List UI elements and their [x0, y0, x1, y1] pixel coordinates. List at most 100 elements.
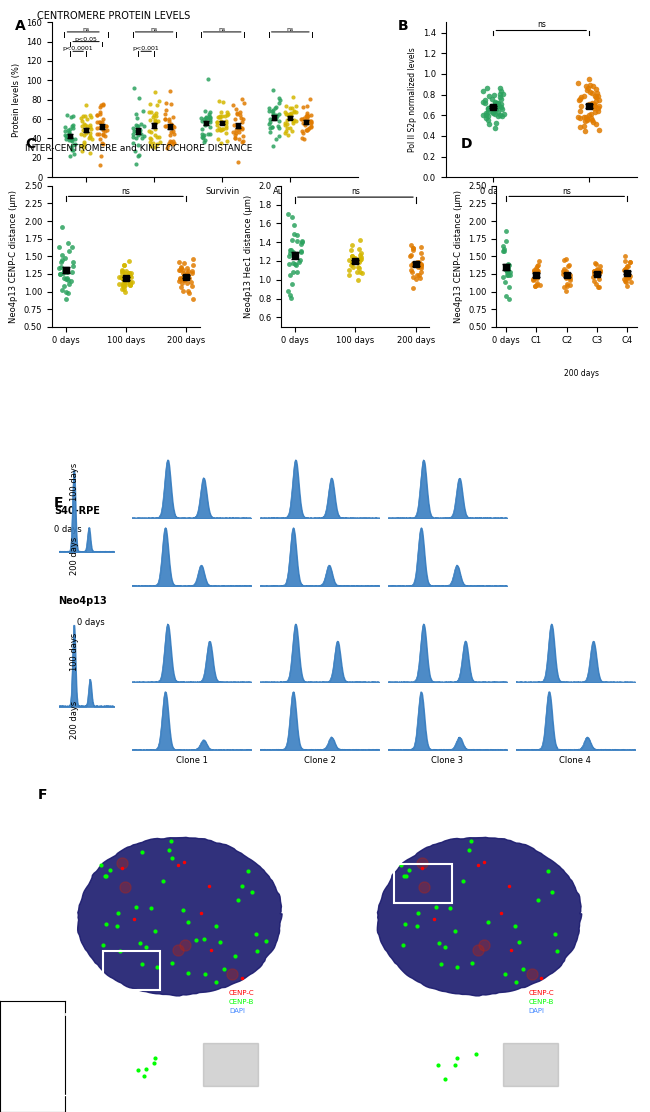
- Point: [495, 86, 505, 103]
- Point: [356, 264, 366, 281]
- Point: [296, 236, 306, 254]
- Point: [204, 109, 214, 127]
- Point: [500, 257, 510, 275]
- Point: [237, 119, 247, 137]
- Point: [560, 269, 571, 287]
- Point: [496, 81, 506, 99]
- Point: [578, 117, 589, 135]
- Point: [285, 99, 296, 117]
- Point: [221, 113, 231, 131]
- Point: [92, 119, 102, 137]
- Point: [264, 116, 274, 133]
- Point: [186, 274, 196, 291]
- Point: [344, 251, 354, 269]
- Point: [306, 117, 316, 135]
- Text: CENTROMERE PROTEIN LEVELS: CENTROMERE PROTEIN LEVELS: [36, 11, 190, 21]
- Point: [61, 130, 72, 148]
- Point: [68, 141, 78, 159]
- Point: [591, 255, 601, 272]
- Point: [164, 133, 175, 151]
- Point: [565, 271, 575, 289]
- Point: [238, 110, 248, 128]
- Point: [131, 105, 141, 122]
- Point: [64, 123, 75, 141]
- Point: [183, 282, 193, 300]
- Point: [298, 123, 308, 141]
- Point: [562, 276, 573, 294]
- Point: [84, 116, 95, 133]
- Point: [294, 254, 304, 271]
- Point: [356, 250, 367, 268]
- Point: [593, 278, 603, 296]
- Point: [575, 118, 585, 136]
- Point: [153, 128, 164, 146]
- Point: [496, 90, 506, 108]
- Point: [95, 119, 105, 137]
- Point: [302, 110, 313, 128]
- Point: [215, 108, 226, 126]
- Point: [481, 105, 491, 122]
- Point: [98, 96, 109, 113]
- Point: [267, 118, 278, 136]
- Point: [66, 131, 77, 149]
- Point: [595, 257, 606, 275]
- Point: [169, 133, 179, 151]
- Point: [145, 133, 155, 151]
- Point: [500, 232, 511, 250]
- Point: [532, 262, 542, 280]
- Point: [271, 106, 281, 123]
- Point: [68, 257, 78, 275]
- Point: [502, 260, 513, 278]
- Point: [583, 79, 593, 97]
- Point: [301, 121, 311, 139]
- Point: [63, 284, 73, 301]
- Point: [289, 102, 299, 120]
- Point: [117, 260, 127, 278]
- Point: [268, 103, 278, 121]
- Point: [265, 110, 276, 128]
- Point: [205, 102, 216, 120]
- Y-axis label: Protein levels (%): Protein levels (%): [12, 62, 21, 137]
- Point: [205, 118, 216, 136]
- Point: [124, 264, 135, 281]
- Point: [267, 118, 278, 136]
- Point: [302, 97, 312, 115]
- Point: [222, 106, 232, 123]
- Text: 0 days: 0 days: [77, 618, 105, 627]
- Point: [270, 99, 281, 117]
- Text: Neo4p13 100 days: Neo4p13 100 days: [64, 812, 157, 821]
- Point: [234, 123, 244, 141]
- Point: [296, 122, 307, 140]
- Point: [124, 252, 134, 270]
- Text: 83 chromosomes: 83 chromosomes: [209, 812, 274, 821]
- Point: [199, 110, 209, 128]
- Point: [285, 119, 295, 137]
- Point: [579, 108, 590, 126]
- Point: [79, 133, 89, 151]
- Point: [533, 262, 543, 280]
- Point: [179, 271, 189, 289]
- Point: [265, 123, 275, 141]
- Point: [125, 266, 135, 284]
- Text: CENP-C: CENP-C: [229, 991, 255, 996]
- Point: [176, 259, 187, 277]
- Point: [534, 252, 544, 270]
- Point: [220, 108, 230, 126]
- Point: [488, 105, 499, 122]
- Point: [415, 256, 425, 274]
- Point: [238, 131, 248, 149]
- Point: [575, 90, 586, 108]
- Point: [151, 113, 161, 131]
- Point: [590, 97, 600, 115]
- Text: D: D: [462, 137, 473, 150]
- Text: 200 days: 200 days: [70, 536, 79, 575]
- Point: [118, 280, 129, 298]
- Point: [57, 246, 67, 264]
- Point: [592, 85, 602, 102]
- Point: [282, 127, 293, 145]
- Point: [504, 264, 515, 281]
- Point: [294, 251, 305, 269]
- Point: [295, 110, 306, 128]
- Point: [296, 242, 307, 260]
- Text: CENP-B: CENP-B: [528, 1000, 554, 1005]
